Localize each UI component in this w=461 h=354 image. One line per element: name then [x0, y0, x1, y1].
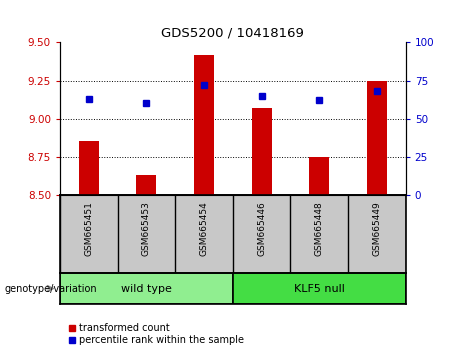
Text: GSM665454: GSM665454 — [200, 201, 208, 256]
Bar — [136, 175, 156, 195]
Bar — [60, 273, 233, 304]
Bar — [79, 142, 99, 195]
Bar — [309, 157, 329, 195]
Legend: transformed count, percentile rank within the sample: transformed count, percentile rank withi… — [65, 319, 248, 349]
Bar — [367, 81, 387, 195]
Text: GSM665453: GSM665453 — [142, 201, 151, 256]
Text: GSM665448: GSM665448 — [315, 201, 324, 256]
Text: GSM665451: GSM665451 — [84, 201, 93, 256]
Bar — [194, 55, 214, 195]
Text: GSM665449: GSM665449 — [372, 201, 381, 256]
Text: KLF5 null: KLF5 null — [294, 284, 345, 293]
Text: genotype/variation: genotype/variation — [5, 284, 97, 293]
Text: wild type: wild type — [121, 284, 172, 293]
Bar — [233, 273, 406, 304]
Title: GDS5200 / 10418169: GDS5200 / 10418169 — [161, 27, 304, 40]
Bar — [252, 108, 272, 195]
Text: GSM665446: GSM665446 — [257, 201, 266, 256]
